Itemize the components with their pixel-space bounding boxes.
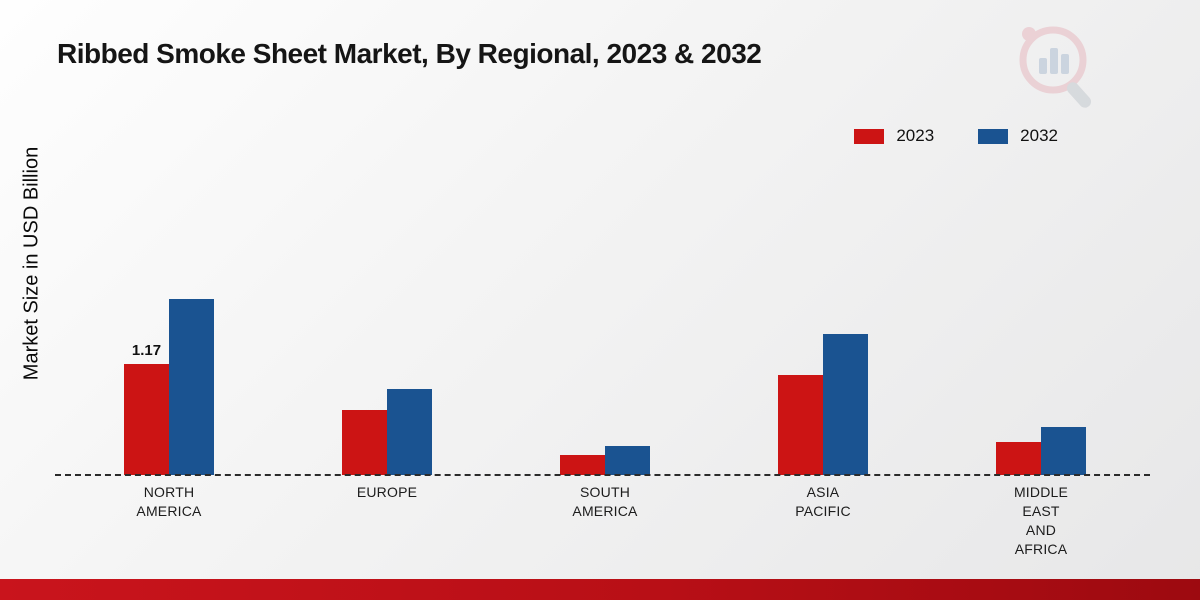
category-label-0: NORTH AMERICA: [136, 484, 202, 519]
bar-2023-cat2: [560, 455, 605, 475]
legend-swatch-2032: [978, 128, 1009, 144]
chart-title: Ribbed Smoke Sheet Market, By Regional, …: [57, 38, 762, 69]
legend-swatch-2023: [854, 128, 885, 144]
bar-2032-cat3: [823, 334, 868, 475]
bar-2023-cat1: [342, 410, 387, 475]
bar-value-label: 1.17: [131, 342, 162, 359]
legend-label-2023: 2023: [896, 126, 935, 145]
plot-area: 1.17: [60, 120, 1150, 475]
legend: 2023 2032: [854, 126, 1058, 146]
category-labels: NORTH AMERICA EUROPE SOUTH AMERICA ASIA PAC…: [60, 483, 1150, 573]
y-axis-label: Market Size in USD Billion: [20, 146, 43, 381]
bar-2032-cat1: [387, 389, 432, 475]
bar-2023-cat0: [124, 364, 169, 475]
legend-item-2023: 2023: [854, 126, 934, 146]
category-label-3: ASIA PACIFIC: [795, 484, 851, 519]
legend-label-2032: 2032: [1020, 126, 1058, 145]
bar-2023-cat3: [778, 375, 823, 475]
bar-2032-cat2: [605, 446, 650, 475]
bar-2032-cat4: [1041, 427, 1086, 475]
category-label-1: EUROPE: [356, 484, 418, 500]
category-label-2: SOUTH AMERICA: [572, 484, 638, 519]
bar-2023-cat4: [996, 442, 1041, 475]
legend-item-2032: 2032: [978, 126, 1058, 146]
footer-band: [0, 579, 1200, 600]
bar-2032-cat0: [169, 299, 214, 475]
x-axis-baseline: [55, 474, 1150, 476]
category-label-4: MIDDLE EAST AND AFRICA: [1013, 484, 1069, 557]
bar-chart-magnifier-icon: [1019, 26, 1092, 108]
